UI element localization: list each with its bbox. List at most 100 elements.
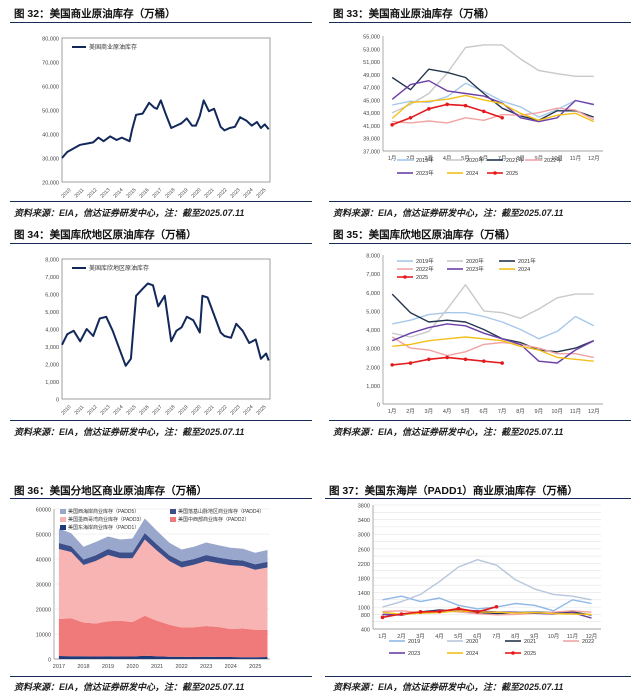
legend-label: 2023年 — [466, 265, 484, 273]
x-tick-label: 2013 — [99, 187, 111, 199]
y-tick-label: 41,000 — [363, 124, 380, 130]
y-tick-label: 800 — [361, 613, 370, 619]
legend-label: 2025 — [506, 171, 518, 177]
x-tick-label: 2021 — [203, 404, 215, 416]
figure-33: 图 33：美国商业原油库存（万桶） 37,000 39,000 41,000 43,0… — [319, 0, 637, 222]
x-tick-label: 4月 — [443, 408, 452, 415]
series-line — [392, 107, 595, 124]
x-tick-label: 7月 — [498, 155, 507, 162]
x-tick-label: 11月 — [570, 408, 581, 415]
data-point — [482, 359, 486, 363]
y-tick-label: 0 — [56, 398, 59, 404]
data-point — [463, 103, 468, 108]
data-point — [475, 610, 480, 614]
legend-label: 美国商业原油库存 — [89, 43, 137, 51]
legend-label: 2020年 — [466, 156, 484, 164]
figure-32: 图 32：美国商业原油库存（万桶） 20,000 30,000 40,000 50,0… — [0, 0, 318, 222]
legend-label: 2021 — [524, 639, 536, 645]
series-line — [391, 323, 595, 364]
y-tick-label: 40000 — [36, 558, 51, 564]
x-tick-label: 5月 — [454, 633, 463, 640]
legend-label: 2020 — [466, 639, 478, 645]
y-tick-label: 10000 — [36, 633, 51, 639]
figure-title: 图 35：美国库欣地区原油库存（万桶） — [333, 229, 516, 241]
legend-label: 2024 — [466, 171, 478, 177]
y-tick-label: 5,000 — [366, 309, 380, 315]
x-tick-label: 2019 — [177, 187, 189, 199]
plot-frame — [61, 258, 271, 400]
y-tick-label: 60000 — [36, 508, 51, 514]
data-point — [427, 107, 431, 111]
legend-label: 2023 — [408, 651, 420, 657]
y-tick-label: 20,000 — [42, 181, 59, 187]
y-tick-label: 8,000 — [45, 258, 59, 264]
data-point — [500, 115, 504, 120]
x-tick-label: 2018 — [164, 187, 176, 199]
x-tick-label: 12月 — [588, 155, 600, 162]
x-tick-label: 2024 — [225, 664, 237, 670]
x-tick-label: 1月 — [388, 408, 397, 415]
legend-label: 2021年 — [506, 156, 524, 164]
chart-f33: 37,000 39,000 41,000 43,000 45,000 47,000 49,0… — [363, 35, 603, 177]
area-band — [58, 533, 268, 570]
x-tick-label: 2025 — [255, 404, 267, 416]
data-point — [390, 123, 394, 127]
y-tick-label: 70,000 — [42, 61, 59, 67]
x-tick-label: 2014 — [112, 187, 124, 199]
x-tick-label: 2012 — [86, 187, 98, 199]
y-tick-label: 30000 — [36, 583, 51, 589]
legend-label: 美国西海岸商业库存（PADD5） — [68, 508, 139, 515]
x-tick-label: 3月 — [425, 155, 434, 162]
x-tick-label: 2015 — [125, 404, 137, 416]
source-rule — [325, 676, 631, 677]
legend-label: 2025 — [524, 651, 536, 657]
figure-36: 图 36：美国分地区商业原油库存（万桶） 0 10000 20000 30000 400… — [0, 476, 318, 698]
x-tick-label: 2022 — [216, 187, 228, 199]
x-tick-label: 2018 — [77, 664, 89, 670]
chart-f34: 0 1,000 2,000 3,000 4,000 5,000 6,000 7,000 8,00… — [45, 258, 271, 416]
source-note: 资料来源：EIA，信达证券研发中心，注：截至2025.07.11 — [14, 427, 245, 437]
y-tick-label: 4,000 — [366, 328, 380, 334]
x-tick-label: 1月 — [388, 155, 397, 162]
y-tick-label: 2,000 — [366, 365, 380, 371]
figure-title: 图 33：美国商业原油库存（万桶） — [333, 8, 495, 20]
y-tick-label: 60,000 — [42, 85, 59, 91]
y-tick-label: 5,000 — [45, 310, 59, 316]
x-tick-label: 2023 — [200, 664, 212, 670]
x-tick-label: 2020 — [126, 664, 138, 670]
x-tick-label: 1月 — [378, 633, 387, 640]
data-point — [456, 606, 461, 611]
title-rule — [329, 22, 631, 23]
x-tick-label: 2013 — [99, 404, 111, 416]
y-tick-label: 1000 — [358, 606, 370, 612]
x-tick-label: 2020 — [190, 404, 202, 416]
y-tick-label: 1,000 — [366, 384, 380, 390]
figure-title: 图 37：美国东海岸（PADD1）商业原油库存（万桶） — [329, 485, 578, 497]
source-rule — [329, 420, 631, 421]
x-tick-label: 7月 — [498, 408, 507, 415]
data-point — [427, 357, 431, 362]
y-tick-label: 3,000 — [45, 345, 59, 351]
legend-swatch — [170, 509, 176, 514]
x-tick-label: 2010 — [60, 404, 72, 416]
x-tick-label: 2023 — [229, 187, 241, 199]
legend-label: 美国库欣地区原油库存 — [89, 264, 149, 272]
y-tick-label: 3400 — [358, 518, 370, 524]
x-tick-label: 2021 — [203, 187, 215, 199]
x-tick-label: 2月 — [397, 633, 406, 640]
y-tick-label: 2200 — [358, 562, 370, 568]
x-tick-label: 11月 — [570, 155, 581, 162]
figure-title: 图 34：美国库欣地区原油库存（万桶） — [14, 229, 197, 241]
series-line — [391, 68, 595, 122]
data-point — [494, 604, 499, 609]
source-rule — [329, 201, 631, 202]
data-point — [500, 361, 504, 365]
y-tick-label: 43,000 — [363, 111, 380, 117]
series-line — [382, 559, 592, 608]
x-tick-label: 2025 — [255, 187, 267, 199]
x-tick-label: 2月 — [406, 155, 415, 162]
title-rule — [325, 498, 631, 499]
y-tick-label: 55,000 — [363, 35, 380, 41]
x-tick-label: 5月 — [461, 408, 470, 415]
x-tick-label: 2011 — [74, 187, 86, 199]
